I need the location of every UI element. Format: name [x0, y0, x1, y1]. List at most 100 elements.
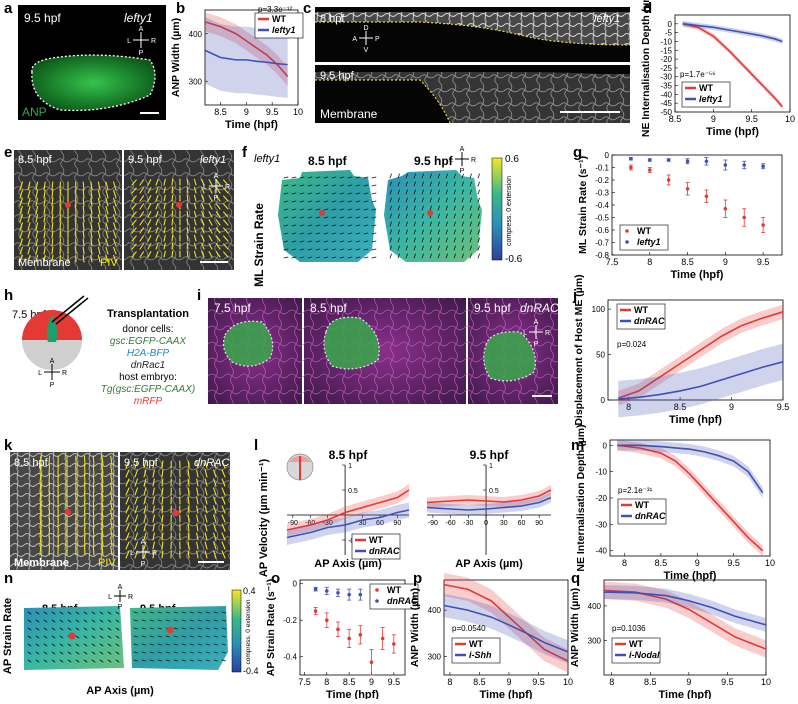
chart-l1-y-tick-label: 1 — [348, 463, 352, 470]
chart-p-y-tick-label: 300 — [428, 652, 442, 661]
chart-d-annotation: p=1.7e⁻⁵⁶ — [680, 70, 716, 79]
panel-f-cbar-bottom: -0.6 — [505, 254, 523, 265]
panel-f-left-marker — [319, 210, 325, 216]
panel-f-condition: lefty1 — [254, 153, 280, 165]
chart-g-y-tick-label: -0.5 — [595, 214, 609, 223]
panel-f-map-left — [278, 170, 376, 262]
chart-q-legend-label: i-Nodal — [629, 650, 660, 660]
piv-arrow — [93, 483, 94, 492]
panel-e-condition: lefty1 — [200, 154, 226, 166]
panel-e-time-right: 9.5 hpf — [128, 154, 163, 166]
piv-arrow — [172, 251, 173, 257]
piv-arrow — [84, 519, 85, 528]
panel-a-condition: lefty1 — [124, 11, 153, 25]
panel-f-strain-maps: lefty1 8.5 hpf 9.5 hpf ML Strain Rate AP… — [252, 146, 523, 287]
panel-k-orientation-p-label: P — [141, 561, 146, 568]
panel-h-orientation-l-label: L — [38, 370, 42, 377]
chart-d-legend-label: lefty1 — [699, 94, 723, 104]
chart-o-x-tick-label: 9 — [369, 677, 374, 687]
piv-arrow — [93, 474, 94, 483]
panel-letter-j: j — [573, 287, 577, 304]
chart-l1-legend-label: dnRAC — [369, 546, 400, 556]
chart-g-point — [648, 158, 652, 162]
piv-arrow — [49, 528, 50, 537]
chart-j-y-tick-label: 100 — [592, 305, 606, 314]
piv-arrow — [172, 187, 173, 193]
panel-letter-p: p — [413, 570, 422, 587]
panel-k-overlay: PIV — [98, 557, 116, 569]
panel-e-stain: Membrane — [18, 257, 71, 269]
piv-arrow — [49, 519, 50, 528]
piv-arrow — [93, 510, 94, 519]
panel-c-orientation-p-label: P — [375, 36, 380, 43]
panel-n-orientation-r-label: R — [128, 594, 133, 601]
chart-g-point — [705, 159, 709, 163]
piv-arrow — [188, 551, 189, 558]
panel-letter-l: l — [254, 437, 258, 454]
panel-letter-c: c — [303, 0, 311, 17]
panel-c-orientation-a-label: A — [352, 36, 357, 43]
piv-arrow — [172, 179, 173, 185]
panel-e-orientation-a-label: A — [214, 173, 219, 180]
panel-letter-n: n — [4, 570, 13, 587]
chart-o-y-tick-label: -0.4 — [283, 653, 297, 662]
chart-l2-x-tick-label: 90 — [535, 520, 543, 527]
panel-n-orientation-l-label: L — [108, 594, 112, 601]
panel-i-orientation-p-label: P — [534, 341, 539, 348]
schematic-item-1: mRFP — [134, 396, 163, 407]
panel-f-time-right: 9.5 hpf — [414, 154, 454, 168]
chart-d-y-tick-label: 0 — [668, 20, 673, 29]
panel-letter-e: e — [4, 144, 12, 161]
chart-l2-y-tick-label: 0.5 — [489, 488, 499, 495]
chart-m-x-tick-label: 8.5 — [655, 558, 668, 568]
chart-q-y-tick-label: 300 — [588, 636, 602, 645]
piv-arrow — [188, 488, 189, 495]
panel-i-time-3: 9.5 hpf — [474, 301, 511, 315]
panel-k-orientation-a-label: A — [141, 539, 146, 546]
chart-g-point — [761, 164, 765, 168]
chart-o-point — [347, 593, 351, 597]
chart-q-ylabel: ANP Width (µm) — [569, 588, 581, 667]
panel-l-embryo-glyph — [287, 454, 313, 480]
chart-o-point — [392, 642, 396, 646]
panel-h-orientation-p-label: P — [50, 382, 55, 389]
chart-l1-xlabel: AP Axis (µm) — [314, 558, 382, 570]
panel-c-orientation-d-label: D — [363, 25, 368, 32]
chart-q-x-tick-label: 8 — [609, 677, 614, 687]
chart-l2-x-tick-label: -60 — [446, 520, 456, 527]
piv-arrow — [84, 537, 85, 546]
panel-h-orientation-r-label: R — [62, 370, 67, 377]
strain-arrow — [364, 177, 368, 178]
piv-arrow — [93, 528, 94, 537]
panel-n-cbar-bottom: -0.4 — [243, 666, 259, 676]
panel-a-orientation-p-label: P — [139, 50, 144, 57]
piv-arrow — [49, 537, 50, 546]
chart-g-point — [724, 163, 728, 167]
chart-m-y-tick-label: -40 — [595, 547, 607, 556]
panel-f-ylabel: ML Strain Rate — [252, 203, 266, 287]
chart-o-point — [325, 589, 329, 593]
panel-letter-h: h — [4, 287, 13, 304]
chart-o-y-tick-label: -0.2 — [283, 616, 297, 625]
chart-m-legend-label: WT — [635, 500, 649, 510]
chart-b-legend-label: lefty1 — [272, 25, 296, 35]
panel-n-colorbar — [232, 590, 241, 672]
chart-b-y-tick-label: 300 — [189, 77, 203, 86]
chart-g-xlabel: Time (hpf) — [671, 269, 724, 281]
chart-g-point — [629, 157, 633, 161]
chart-l-ylabel: AP Velocity (µm min⁻¹) — [258, 459, 270, 578]
panel-k-right-marker — [173, 510, 179, 516]
chart-o-point — [347, 637, 351, 641]
chart-p-annotation: p=0.0540 — [452, 624, 486, 633]
piv-arrow — [188, 506, 189, 513]
chart-m-y-tick-label: 0 — [603, 441, 608, 450]
chart-d-x-tick-label: 9.5 — [745, 114, 758, 124]
chart-g-x-tick-label: 9.5 — [757, 257, 770, 267]
chart-d-xlabel: Time (hpf) — [706, 126, 759, 138]
piv-arrow — [188, 470, 189, 477]
chart-b-x-tick-label: 9 — [244, 107, 249, 117]
piv-arrow — [49, 456, 50, 465]
panel-f-time-left: 8.5 hpf — [308, 154, 348, 168]
chart-o-point — [314, 587, 318, 591]
